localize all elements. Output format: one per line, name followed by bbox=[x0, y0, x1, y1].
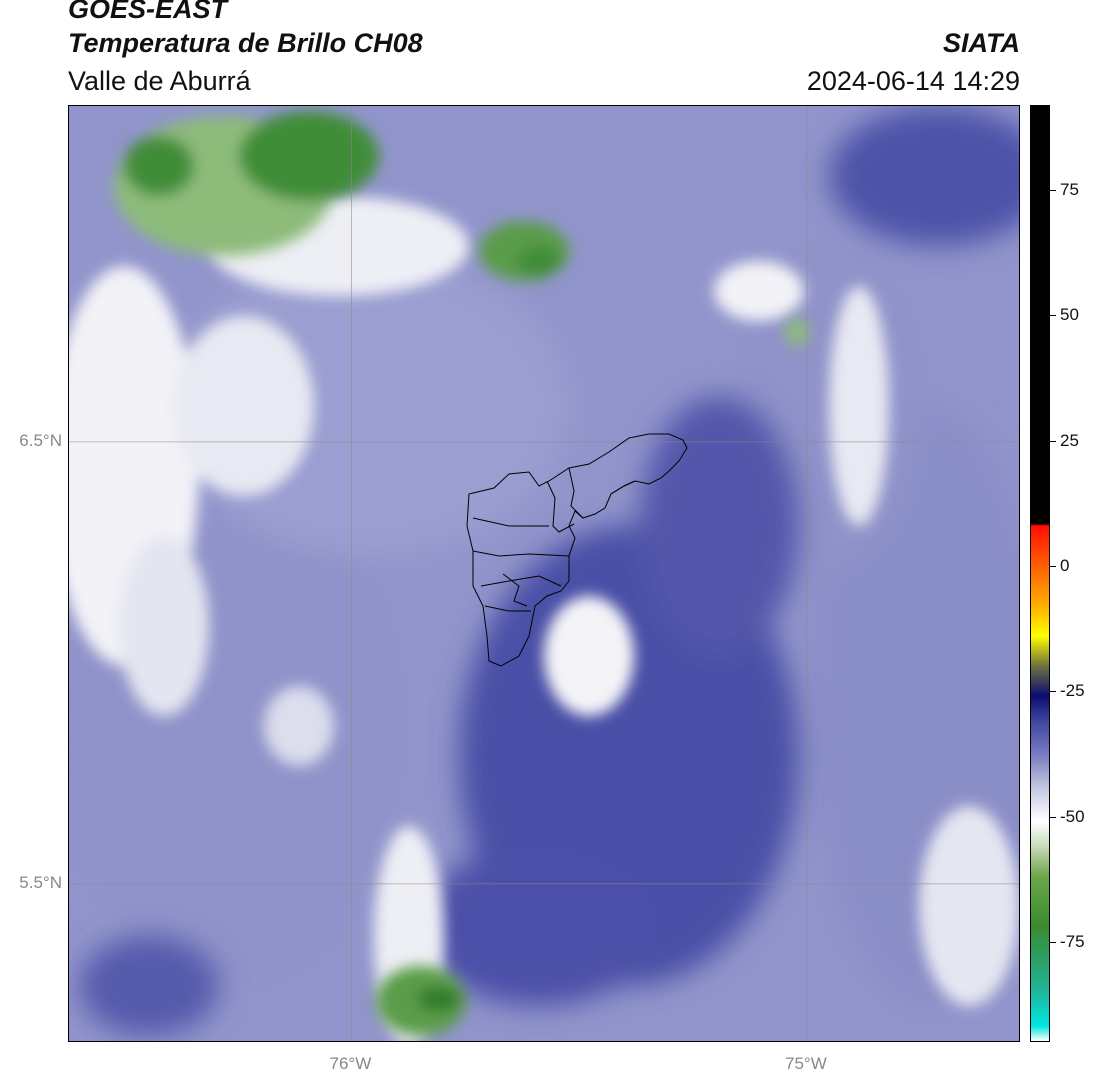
satellite-title: GOES-EAST bbox=[68, 0, 228, 24]
colorbar-tick-label: 50 bbox=[1060, 305, 1079, 325]
colorbar-tick-mark bbox=[1050, 315, 1056, 317]
municipality-boundaries bbox=[466, 433, 688, 667]
timestamp-label: 2024-06-14 14:29 bbox=[806, 66, 1020, 96]
colorbar-tick-label: 75 bbox=[1060, 180, 1079, 200]
colorbar-tick-label: -25 bbox=[1060, 681, 1085, 701]
colorbar-tick-mark bbox=[1050, 941, 1056, 943]
brand-label: SIATA bbox=[943, 28, 1020, 58]
product-title: Temperatura de Brillo CH08 bbox=[68, 28, 423, 58]
colorbar-tick-mark bbox=[1050, 816, 1056, 818]
satellite-map[interactable] bbox=[68, 105, 1020, 1042]
longitude-label: 76°W bbox=[329, 1054, 372, 1073]
longitude-label: 75°W bbox=[785, 1054, 827, 1073]
colorbar-tick-label: -75 bbox=[1060, 931, 1085, 951]
colorbar-tick-label: 25 bbox=[1060, 430, 1079, 450]
colorbar bbox=[1030, 105, 1050, 1042]
map-canvas bbox=[69, 106, 1019, 1041]
latitude-label: 5.5°N bbox=[19, 872, 62, 892]
cold-cloud-tops bbox=[114, 111, 809, 1036]
colorbar-tick-label: -50 bbox=[1060, 806, 1085, 826]
colorbar-tick-mark bbox=[1050, 691, 1056, 693]
region-subtitle: Valle de Aburrá bbox=[68, 66, 251, 96]
colorbar-tick-label: 0 bbox=[1060, 555, 1070, 575]
latitude-label: 6.5°N bbox=[19, 430, 62, 450]
cloud-field-warm bbox=[69, 196, 1019, 1041]
colorbar-tick-mark bbox=[1050, 190, 1056, 192]
colorbar-tick-mark bbox=[1050, 440, 1056, 442]
gridlines bbox=[69, 106, 1019, 1041]
colorbar-tick-mark bbox=[1050, 565, 1056, 567]
